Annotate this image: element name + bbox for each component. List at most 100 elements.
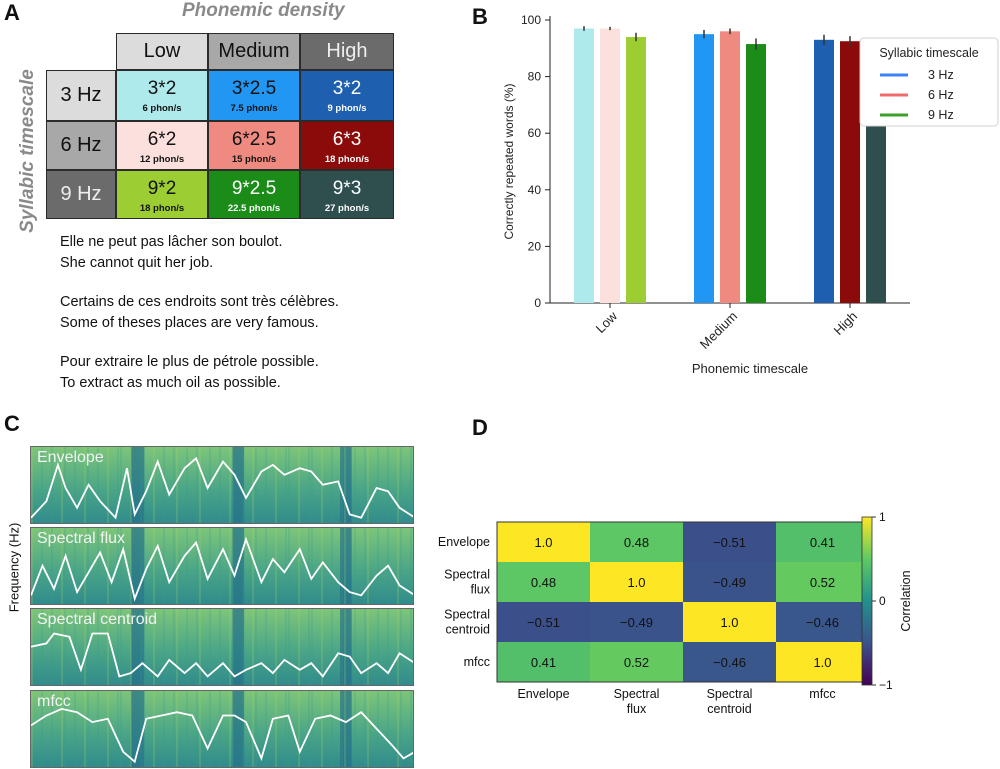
heatmap-cell	[683, 602, 776, 642]
spectral-texture	[397, 609, 399, 685]
condition-value: 9*2	[147, 178, 177, 199]
spectral-texture	[209, 528, 211, 604]
spectral-texture	[242, 447, 244, 523]
pause-band	[340, 528, 352, 604]
spectral-texture	[130, 609, 132, 685]
spectral-texture	[275, 609, 277, 685]
spectral-texture	[367, 691, 369, 767]
x-axis-label: Phonemic timescale	[692, 361, 808, 376]
feature-trace	[31, 456, 413, 520]
spectral-texture	[153, 609, 155, 685]
spectral-texture	[74, 447, 76, 523]
spectral-texture	[31, 528, 33, 604]
panel-label-b: B	[472, 4, 488, 29]
condition-cell: 9*3 27 phon/s	[300, 170, 394, 219]
spectral-texture	[41, 447, 43, 523]
heatmap-value: 0.41	[531, 655, 556, 670]
heatmap-value: 0.48	[624, 535, 649, 550]
spectral-texture	[344, 609, 346, 685]
condition-cell: 6*2 12 phon/s	[116, 121, 208, 170]
condition-value: 6*2	[147, 129, 177, 150]
spectral-texture	[140, 609, 142, 685]
condition-cell: 3*2 6 phon/s	[116, 70, 208, 121]
spectral-texture	[74, 528, 76, 604]
spectral-texture	[321, 691, 323, 767]
x-tick-label: Medium	[697, 309, 740, 352]
y-tick-label: 60	[528, 126, 542, 140]
spectral-texture	[64, 691, 66, 767]
heatmap-value: 0.52	[810, 575, 835, 590]
spectral-texture	[288, 691, 290, 767]
spectral-texture	[74, 609, 76, 685]
spectral-texture	[387, 691, 389, 767]
heatmap-value: −0.51	[713, 535, 746, 550]
spectral-texture	[153, 528, 155, 604]
spectral-texture	[41, 609, 43, 685]
spectral-texture	[176, 528, 178, 604]
heatmap-cell	[683, 562, 776, 602]
spectral-texture	[130, 528, 132, 604]
spectral-texture	[298, 691, 300, 767]
spectral-texture	[87, 528, 89, 604]
sentence-en: Some of theses places are very famous.	[60, 315, 319, 331]
spectral-texture	[97, 691, 99, 767]
spectrogram-panel: Spectral centroid	[30, 608, 414, 686]
heatmap-cell	[683, 522, 776, 562]
spectral-texture	[410, 691, 412, 767]
bar-chart: 0 20 40 60 80 100 Correctly repeated words (%)…	[502, 13, 999, 376]
spectral-texture	[364, 609, 366, 685]
spectral-texture	[377, 609, 379, 685]
spectral-texture	[288, 609, 290, 685]
spectral-texture	[400, 447, 402, 523]
condition-cell: 9*2 18 phon/s	[116, 170, 208, 219]
grid-ylabel: Syllabic timescale	[17, 69, 38, 233]
spectral-texture	[364, 691, 366, 767]
spectral-texture	[255, 691, 257, 767]
spectral-texture	[321, 528, 323, 604]
spectral-texture	[97, 528, 99, 604]
spectral-texture	[400, 609, 402, 685]
spectral-texture	[153, 691, 155, 767]
spectral-texture	[255, 447, 257, 523]
bar	[626, 36, 646, 303]
spectral-texture	[275, 691, 277, 767]
spectral-texture	[400, 528, 402, 604]
panel-label-c: C	[4, 411, 20, 436]
sentence-fr: Certains de ces endroits sont très célèb…	[60, 294, 339, 310]
condition-cell: 9*2.5 22.5 phon/s	[208, 170, 300, 219]
condition-value: 6*3	[332, 129, 362, 150]
spectral-texture	[298, 528, 300, 604]
spectral-texture	[87, 691, 89, 767]
heatmap-value: 1.0	[720, 615, 738, 630]
spectral-texture	[199, 447, 201, 523]
spectrogram-label: mfcc	[37, 693, 71, 710]
legend-label: 3 Hz	[928, 68, 954, 82]
bar	[720, 31, 740, 303]
row-label: Spectral	[444, 608, 490, 622]
pause-band	[232, 609, 245, 685]
bar	[694, 34, 714, 304]
spectral-texture	[285, 691, 287, 767]
spectral-texture	[196, 528, 198, 604]
row-label: Envelope	[438, 535, 490, 549]
spectral-texture	[344, 691, 346, 767]
pause-band	[130, 609, 145, 685]
spectral-texture	[176, 609, 178, 685]
bar	[814, 39, 834, 304]
legend-label: 9 Hz	[928, 108, 954, 122]
spectral-texture	[242, 528, 244, 604]
spectral-texture	[397, 447, 399, 523]
spectral-texture	[186, 447, 188, 523]
heatmap-value: 1.0	[813, 655, 831, 670]
spectral-texture	[176, 447, 178, 523]
condition-cell: 6*3 18 phon/s	[300, 121, 394, 170]
bar	[746, 44, 766, 304]
spectral-texture	[120, 691, 122, 767]
heatmap-cell	[497, 522, 590, 562]
spectral-texture	[364, 447, 366, 523]
spectrogram-label: Envelope	[37, 449, 104, 466]
column-header: High	[300, 33, 394, 70]
heatmap-cell	[776, 522, 869, 562]
spectrogram-panel: Envelope	[30, 446, 414, 524]
spectral-texture	[120, 609, 122, 685]
